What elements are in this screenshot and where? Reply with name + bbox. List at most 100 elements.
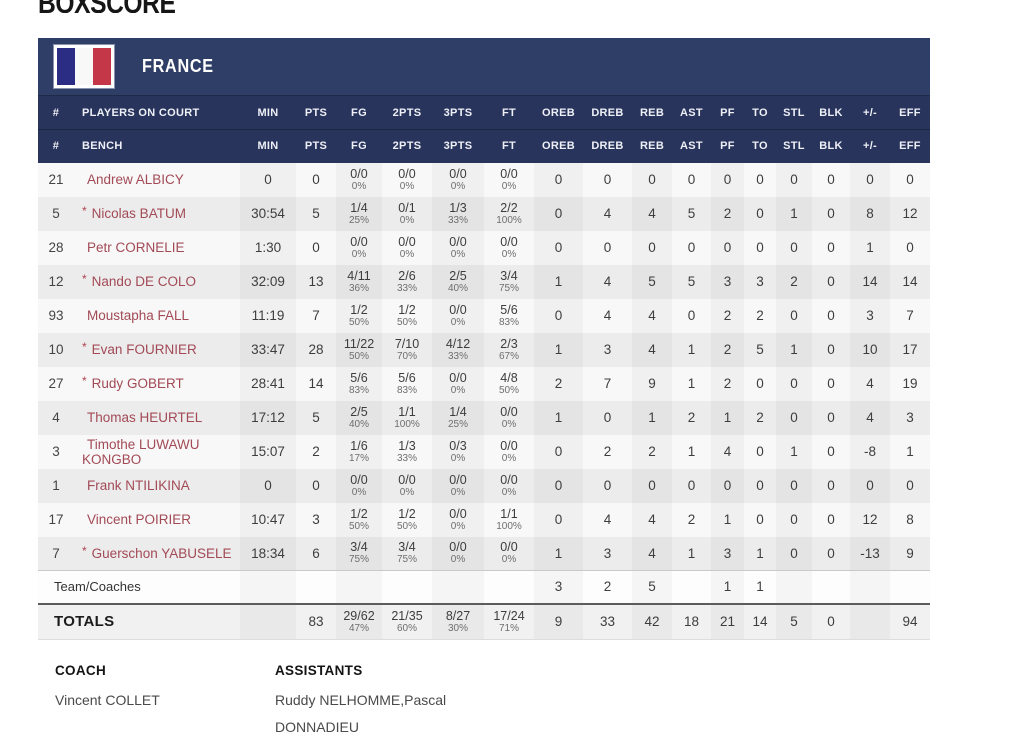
player-name-cell[interactable]: Andrew ALBICY [74,163,240,197]
col-eff: EFF [890,95,930,130]
assistants-label: ASSISTANTS [275,663,363,678]
stat-min: 18:34 [240,537,296,571]
stat-plusminus: 1 [850,231,890,265]
stat-to: 3 [756,274,764,289]
starter-asterisk: * [82,374,87,388]
stat-ft: 2/2 100% [496,200,522,226]
stat-eff: 12 [902,206,918,221]
stat-to: 1 [756,545,764,561]
stat-pf: 2 [711,197,744,231]
totals-eff: 94 [890,602,930,640]
stat-blk: 0 [827,172,835,187]
stat-ft: 5/6 83% [498,302,519,328]
stat-eff: 0 [906,172,914,187]
players-tbody: 21 Andrew ALBICY 0 0 0/0 0% 0/0 0% 0/0 0… [38,162,930,571]
player-name[interactable]: Guerschon YABUSELE [91,545,232,561]
player-row: 5 * Nicolas BATUM 30:54 5 1/4 25% 0/1 0% … [38,196,930,231]
stat-blk: 0 [827,410,835,425]
col-fg-bench: FG [336,129,382,163]
stat-ft: 2/3 67% [498,336,519,362]
stat-reb: 9 [632,367,672,401]
player-name-cell[interactable]: Moustapha FALL [74,299,240,333]
stat-oreb: 0 [534,503,583,537]
player-number: 27 [48,376,64,391]
stat-pts: 3 [312,512,320,527]
player-name[interactable]: Thomas HEURTEL [87,410,203,425]
team-stl [776,570,812,604]
totals-min [240,602,296,640]
stat-fg: 3/4 75% [336,537,382,571]
stat-plusminus: -8 [850,435,890,469]
totals-reb: 42 [632,602,672,640]
stat-pf: 3 [711,537,744,571]
col-reb-bench: REB [632,129,672,163]
player-row: 7 * Guerschon YABUSELE 18:34 6 3/4 75% 3/… [38,536,930,571]
stat-ft: 0/0 0% [500,234,518,260]
starter-asterisk: * [82,340,87,354]
stat-pts: 6 [312,545,320,561]
stat-min: 15:07 [240,435,296,469]
player-name[interactable]: Timothe LUWAWU KONGBO [82,436,200,467]
stat-plusminus: 4 [850,401,890,435]
stat-3pts: 0/0 0% [432,367,484,401]
player-name[interactable]: Nando DE COLO [91,274,196,289]
player-name[interactable]: Nicolas BATUM [91,206,186,221]
player-name-cell[interactable]: Timothe LUWAWU KONGBO [74,435,240,469]
stat-ast: 0 [687,478,696,493]
stat-ast: 5 [687,206,696,221]
col-to-bench: TO [744,129,776,163]
stat-ast: 1 [687,545,696,561]
stat-reb: 4 [632,333,672,367]
player-name-cell[interactable]: Petr CORNELIE [74,231,240,265]
player-name-cell[interactable]: * Nando DE COLO [74,265,240,299]
player-number: 28 [48,240,64,255]
stat-oreb: 1 [534,333,583,367]
stat-fg: 1/2 50% [336,299,382,333]
player-name[interactable]: Evan FOURNIER [91,342,197,357]
stat-pf: 2 [711,333,744,367]
stat-dreb: 0 [603,240,612,255]
col-blk-bench: BLK [812,129,850,163]
stat-ast: 2 [687,512,696,527]
col-ft: FT [484,95,534,130]
player-name[interactable]: Rudy GOBERT [91,376,184,391]
totals-ast: 18 [672,602,711,640]
player-name-cell[interactable]: * Rudy GOBERT [74,367,240,401]
player-name[interactable]: Vincent POIRIER [87,512,192,527]
stat-ft: 1/1 100% [496,506,522,532]
stat-pts: 7 [312,308,320,323]
stat-ast: 1 [687,376,696,391]
col-oreb-bench: OREB [534,129,583,163]
team-blk [812,570,850,604]
col-min: MIN [240,95,296,130]
player-name[interactable]: Andrew ALBICY [87,172,184,187]
col-ft-bench: FT [484,129,534,163]
stat-pf: 2 [711,299,744,333]
stat-to: 0 [756,172,764,187]
totals-pts: 83 [296,602,336,640]
totals-plusminus [850,602,890,640]
player-name[interactable]: Frank NTILIKINA [87,478,190,493]
player-name[interactable]: Petr CORNELIE [87,240,185,255]
player-row: 12 * Nando DE COLO 32:09 13 4/11 36% 2/6 … [38,264,930,299]
stat-to: 0 [756,376,764,391]
player-name-cell[interactable]: Frank NTILIKINA [74,469,240,503]
totals-3pts: 8/27 30% [432,602,484,640]
stat-3pts: 0/0 0% [432,503,484,537]
player-number: 17 [48,512,64,527]
player-name-cell[interactable]: * Nicolas BATUM [74,197,240,231]
stat-fg: 1/6 17% [336,435,382,469]
table-header: # PLAYERS ON COURT MIN PTS FG 2PTS 3PTS … [38,95,930,163]
player-name-cell[interactable]: Vincent POIRIER [74,503,240,537]
stat-eff: 17 [902,342,918,357]
player-name-cell[interactable]: Thomas HEURTEL [74,401,240,435]
player-name[interactable]: Moustapha FALL [87,308,190,323]
player-name-cell[interactable]: * Evan FOURNIER [74,333,240,367]
col-ast-bench: AST [672,129,711,163]
stat-2pts: 2/6 33% [396,268,417,294]
stat-2pts: 1/2 50% [396,506,417,532]
stat-3pts: 4/12 33% [432,333,484,367]
player-number: 12 [48,274,64,289]
player-name-cell[interactable]: * Guerschon YABUSELE [74,537,240,571]
player-number: 1 [52,478,60,493]
